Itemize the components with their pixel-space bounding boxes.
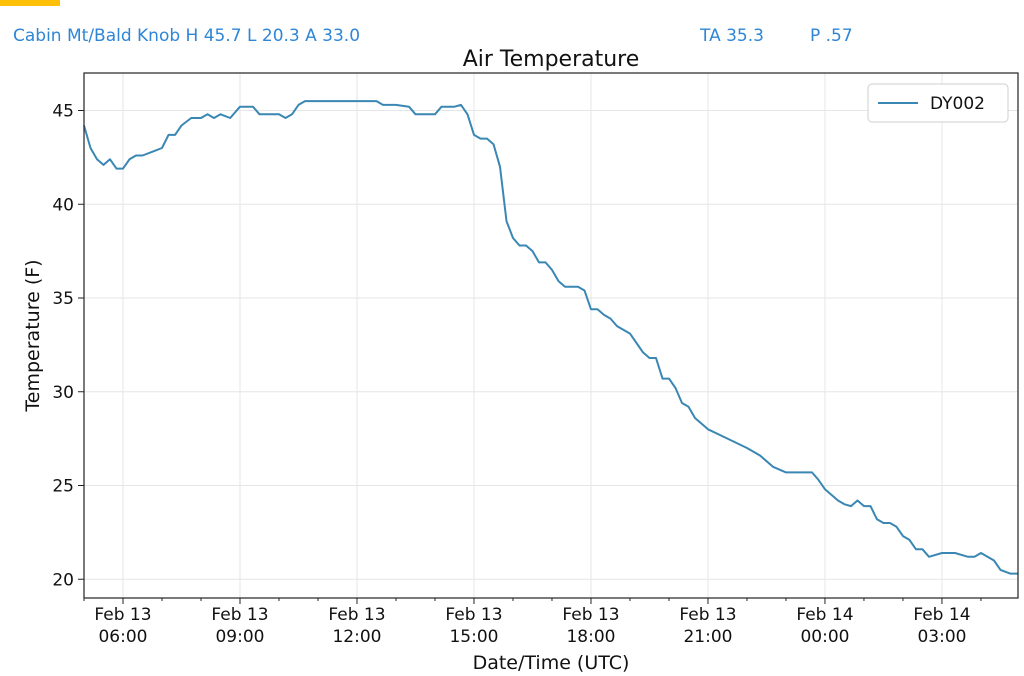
- ta-value: TA 35.3: [700, 26, 764, 46]
- x-tick-label-time: 18:00: [566, 627, 615, 647]
- y-tick-label: 40: [52, 195, 74, 215]
- x-tick-label-time: 21:00: [683, 627, 732, 647]
- x-tick-label-date: Feb 14: [796, 605, 853, 625]
- accent-mark: [0, 0, 60, 6]
- y-tick-label: 20: [52, 570, 74, 590]
- p-value: P .57: [810, 26, 853, 46]
- series-line-dy002: [83, 100, 1018, 575]
- chart-title: Air Temperature: [463, 47, 640, 72]
- x-tick-label-date: Feb 13: [445, 605, 502, 625]
- plot-frame: [83, 72, 1019, 599]
- station-summary: Cabin Mt/Bald Knob H 45.7 L 20.3 A 33.0: [13, 26, 361, 46]
- x-tick-label-date: Feb 13: [211, 605, 268, 625]
- y-tick-label: 25: [52, 477, 74, 497]
- legend-label: DY002: [930, 94, 985, 114]
- x-tick-label-time: 15:00: [449, 627, 498, 647]
- x-tick-label-time: 06:00: [98, 627, 147, 647]
- x-tick-label-date: Feb 13: [328, 605, 385, 625]
- x-tick-label-time: 12:00: [332, 627, 381, 647]
- y-tick-label: 30: [52, 383, 74, 403]
- x-tick-label-time: 09:00: [215, 627, 264, 647]
- x-tick-label-date: Feb 13: [562, 605, 619, 625]
- legend-box: [867, 83, 1009, 123]
- x-tick-label-date: Feb 13: [679, 605, 736, 625]
- x-tick-label-time: 00:00: [800, 627, 849, 647]
- y-axis-label: Temperature (F): [22, 259, 44, 412]
- x-tick-label-date: Feb 14: [913, 605, 970, 625]
- x-tick-label-time: 03:00: [917, 627, 966, 647]
- y-tick-label: 35: [52, 289, 74, 309]
- x-tick-label-date: Feb 13: [94, 605, 151, 625]
- x-axis-label: Date/Time (UTC): [473, 652, 630, 674]
- y-tick-label: 45: [52, 102, 74, 122]
